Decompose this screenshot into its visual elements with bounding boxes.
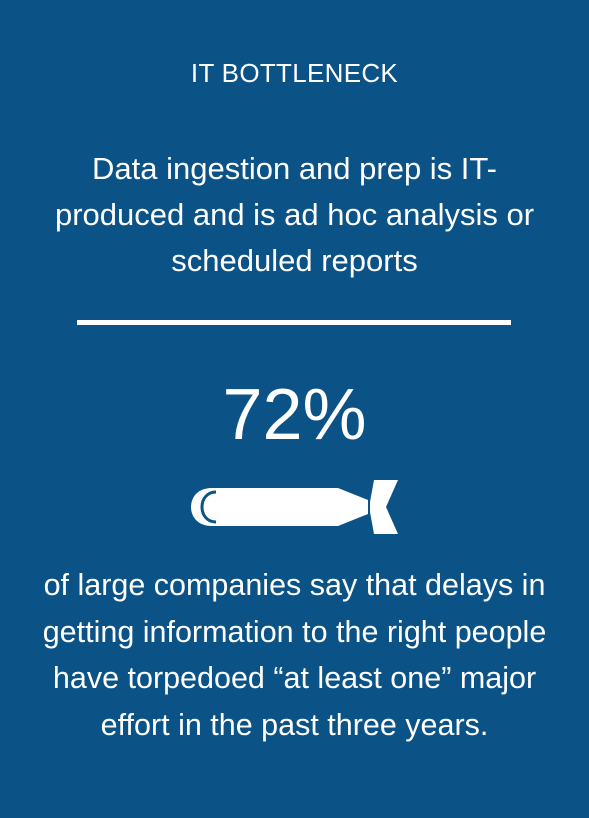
subtitle: Data ingestion and prep is IT-produced a…	[54, 151, 535, 278]
torpedo-icon	[191, 480, 398, 534]
section-title: IT BOTTLENECK	[190, 58, 399, 88]
body-text: of large companies say that delays in ge…	[42, 568, 547, 742]
divider	[77, 320, 511, 325]
stat-value: 72%	[222, 375, 367, 455]
